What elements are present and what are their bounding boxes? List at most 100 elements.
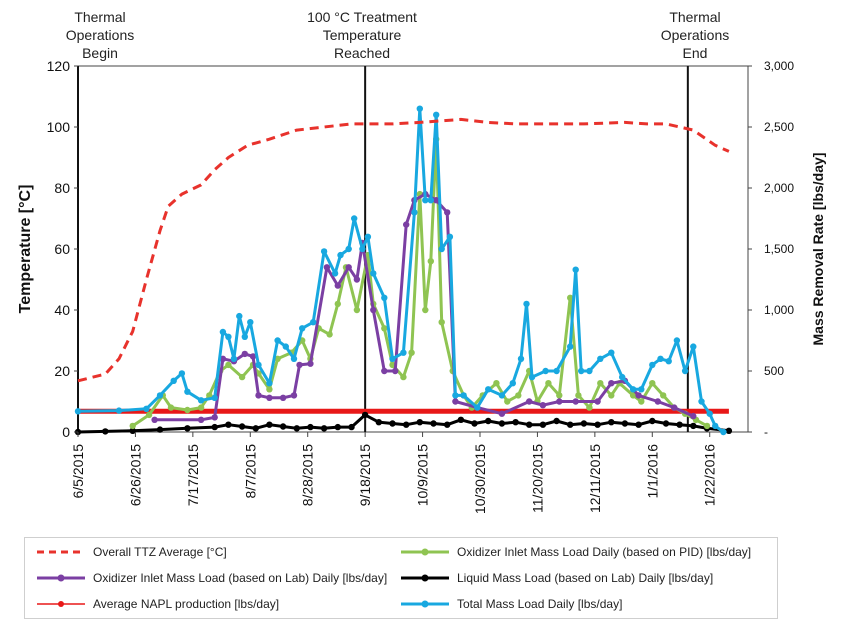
data-point [129, 427, 136, 434]
y-tick-label: 40 [54, 302, 70, 318]
data-point [608, 380, 615, 387]
data-point [430, 420, 437, 427]
data-point [608, 349, 615, 356]
data-point [279, 394, 287, 401]
data-point [167, 404, 175, 411]
series-5 [74, 105, 727, 436]
data-point [230, 355, 238, 362]
annotation-operations-end: Thermal Operations End [660, 9, 730, 61]
data-point [348, 423, 355, 431]
data-point [102, 428, 109, 435]
data-point [671, 404, 678, 411]
data-point [74, 408, 82, 415]
data-point [498, 420, 506, 427]
data-point [594, 421, 601, 428]
data-point [331, 270, 339, 277]
data-point [184, 425, 191, 432]
data-point [326, 331, 333, 338]
data-point [444, 209, 451, 216]
data-point [320, 248, 328, 255]
data-point [238, 373, 246, 381]
data-point [411, 209, 418, 216]
data-point [266, 421, 273, 428]
data-point [422, 197, 429, 204]
data-point [225, 421, 232, 428]
data-point [156, 426, 164, 433]
data-point [299, 325, 306, 332]
data-point [452, 392, 459, 399]
data-point [433, 111, 440, 119]
data-point [211, 394, 218, 401]
data-point [542, 367, 549, 375]
data-point [249, 353, 257, 360]
data-point [608, 392, 615, 399]
data-point [452, 398, 459, 405]
data-point [389, 355, 396, 362]
data-point [485, 417, 492, 425]
data-point [712, 422, 719, 430]
data-point [493, 380, 500, 387]
data-point [290, 392, 298, 399]
data-point [290, 355, 298, 362]
data-point [512, 419, 519, 426]
y2-tick-label: 2,000 [764, 181, 794, 195]
x-tick-label: 1/22/2016 [702, 444, 718, 506]
data-point [580, 420, 588, 427]
data-point [381, 367, 388, 375]
data-point [282, 343, 289, 350]
data-point [345, 264, 352, 271]
data-point [353, 306, 361, 314]
data-point [359, 245, 366, 253]
data-point [545, 380, 552, 387]
data-point [156, 392, 164, 399]
data-point [170, 377, 177, 384]
data-point [660, 392, 667, 399]
data-point [274, 337, 281, 344]
x-tick-label: 8/28/2015 [300, 444, 316, 506]
data-point [526, 421, 533, 428]
data-point [266, 380, 273, 387]
data-point [408, 349, 415, 356]
data-point [635, 392, 642, 399]
data-point [676, 421, 683, 428]
data-point [575, 392, 582, 399]
data-point [471, 420, 478, 427]
data-point [381, 294, 388, 301]
y2-tick-label: - [764, 425, 768, 439]
data-point [422, 306, 429, 314]
y2-tick-label: 2,500 [764, 120, 794, 134]
data-point [115, 407, 123, 414]
x-tick-label: 10/9/2015 [415, 444, 431, 506]
data-point [129, 422, 136, 430]
data-point [197, 416, 205, 423]
data-point [446, 233, 454, 240]
data-point [649, 361, 656, 369]
data-point [151, 416, 158, 423]
data-point [225, 333, 232, 340]
series-3 [74, 411, 733, 436]
data-point [320, 425, 328, 432]
data-point [572, 398, 579, 405]
data-point [673, 337, 681, 344]
data-point [353, 276, 361, 283]
data-point [457, 416, 465, 423]
data-point [662, 420, 670, 427]
y-tick-label: 20 [54, 363, 70, 379]
y2-tick-label: 500 [764, 364, 784, 378]
data-point [211, 414, 218, 421]
legend-swatch [401, 574, 449, 582]
y-tick-label: 100 [47, 119, 71, 135]
data-point [236, 312, 243, 320]
y-tick-label: 80 [54, 180, 70, 196]
data-point [416, 105, 423, 112]
data-point [517, 355, 525, 362]
data-point [361, 411, 369, 419]
data-point [389, 420, 396, 427]
data-point [370, 306, 377, 314]
data-point [241, 333, 248, 340]
data-point [665, 358, 672, 365]
legend-item-oxidizer-lab: Oxidizer Inlet Mass Load (based on Lab) … [35, 568, 387, 588]
data-point [444, 421, 451, 428]
legend-item-oxidizer-pid: Oxidizer Inlet Mass Load Daily (based on… [399, 542, 751, 562]
data-point [403, 421, 410, 428]
